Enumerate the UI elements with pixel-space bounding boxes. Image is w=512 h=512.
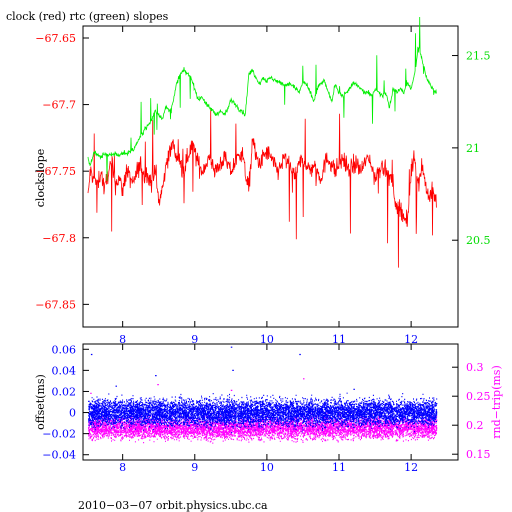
clock-slope-line	[87, 108, 437, 268]
y-tick-label: 0.04	[52, 364, 77, 377]
y2-tick-label: 0.2	[466, 419, 484, 432]
rtc-axis: 20.5 21 21.5	[452, 50, 491, 247]
y2-tick-label: 21	[466, 142, 480, 155]
rtc-slope-line	[87, 16, 437, 182]
clock-series	[87, 108, 437, 268]
offset-x-axis: 8 9 10 11 12	[119, 344, 418, 474]
x-tick-label: 11	[332, 333, 346, 346]
y-tick-label: −67.65	[35, 32, 76, 45]
x-tick-label: 10	[260, 461, 274, 474]
offset-scatter	[88, 346, 438, 434]
footer-text: 2010−03−07 orbit.physics.ubc.ca	[78, 499, 268, 512]
y2-tick-label: 0.15	[466, 448, 491, 461]
rtc-series	[87, 16, 437, 182]
chart-title: clock (red) rtc (green) slopes	[6, 10, 169, 23]
y-tick-label: −0.04	[42, 449, 76, 462]
x-tick-label: 9	[191, 333, 198, 346]
x-tick-label: 9	[191, 461, 198, 474]
y-tick-label: 0	[69, 407, 76, 420]
y-tick-label: −67.7	[42, 99, 76, 112]
y-tick-label: −0.02	[42, 428, 76, 441]
y-tick-label: −67.8	[42, 232, 76, 245]
y-tick-label: −67.85	[35, 298, 76, 311]
offset-points	[88, 346, 438, 434]
x-tick-label: 10	[260, 333, 274, 346]
offset-axis-label: offset(ms)	[34, 374, 47, 430]
x-tick-label: 12	[404, 333, 418, 346]
x-tick-label: 8	[119, 333, 126, 346]
y2-tick-label: 20.5	[466, 234, 491, 247]
y2-tick-label: 0.25	[466, 390, 491, 403]
slopes-panel: −67.85−67.8−67.75−67.7−67.65 20.52121.5 …	[34, 16, 491, 346]
rndtrip-axis: 0.15 0.2 0.25 0.3	[452, 361, 491, 461]
slopes-y-axis-label: clockslope	[34, 149, 47, 207]
y-tick-label: 0.02	[52, 385, 77, 398]
y-tick-label: −67.75	[35, 165, 76, 178]
y-tick-label: 0.06	[52, 343, 77, 356]
slopes-x-axis: 8 9 10 11 12	[119, 26, 418, 346]
clock-axis: −67.85 −67.8 −67.75 −67.7 −67.65	[35, 32, 89, 311]
offset-axis: −0.04 −0.02 0 0.02 0.04 0.06	[42, 343, 89, 462]
slopes-plot-frame	[82, 25, 459, 328]
x-tick-label: 12	[404, 461, 418, 474]
x-tick-label: 8	[119, 461, 126, 474]
y2-tick-label: 21.5	[466, 50, 491, 63]
x-tick-label: 11	[332, 461, 346, 474]
offset-plot-frame	[82, 343, 459, 461]
y2-tick-label: 0.3	[466, 361, 484, 374]
rndtrip-axis-label: rnd−trip(ms)	[490, 365, 503, 439]
offset-panel: −0.04 −0.02 0 0.02 0.04 0.06 0.15 0.2 0.25 0.3 8…	[34, 343, 503, 474]
